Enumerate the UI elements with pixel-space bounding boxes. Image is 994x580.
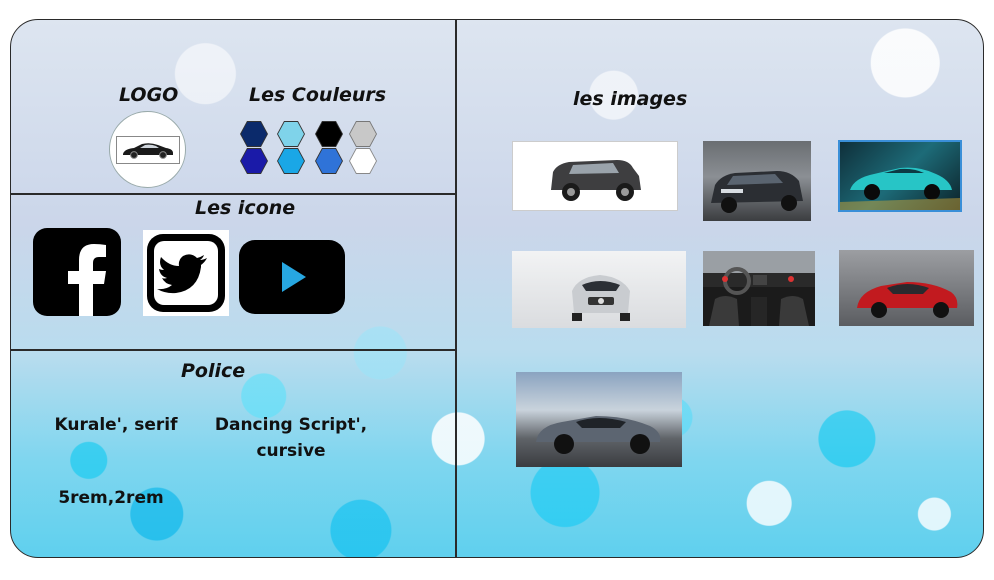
images-title: les images [573,88,688,110]
colors-title: Les Couleurs [249,84,387,106]
car-interior-photo [703,251,815,326]
mercedes-hatchback-photo [512,251,686,328]
color-swatch-blue [240,148,268,174]
logo-title: LOGO [119,84,179,106]
youtube-icon [239,240,345,314]
logo-car-image [115,135,180,164]
twitter-icon [143,230,229,316]
color-swatch-white [349,148,377,174]
jeep-suv-photo [512,141,678,211]
bmw-coupe-photo [516,372,682,467]
police-title: Police [181,360,246,382]
audi-sedan-photo [703,141,811,221]
logo-badge [109,111,186,188]
color-swatch-light-blue [277,121,305,147]
car-logo-icon [122,142,173,159]
design-board: LOGO Les Couleurs Les icone [10,19,984,558]
color-swatch-navy [240,121,268,147]
divider-icons-police [11,349,456,351]
divider-logo-icons [11,193,456,195]
font-sample-dancing-script-line2: cursive [256,441,326,461]
font-sample-dancing-script-line1: Dancing Script', [214,415,368,435]
icons-title: Les icone [195,197,296,219]
color-swatch-black [315,121,343,147]
color-swatch-mid-blue [315,148,343,174]
color-swatch-grey [349,121,377,147]
color-swatch-sky-blue [277,148,305,174]
vertical-divider [455,20,457,557]
font-sample-kurale: Kurale', serif [54,415,178,435]
facebook-icon [33,228,121,316]
red-ferrari-photo [839,250,974,326]
font-sizes: 5rem,2rem [58,488,164,508]
teal-supercar-photo [838,140,962,212]
